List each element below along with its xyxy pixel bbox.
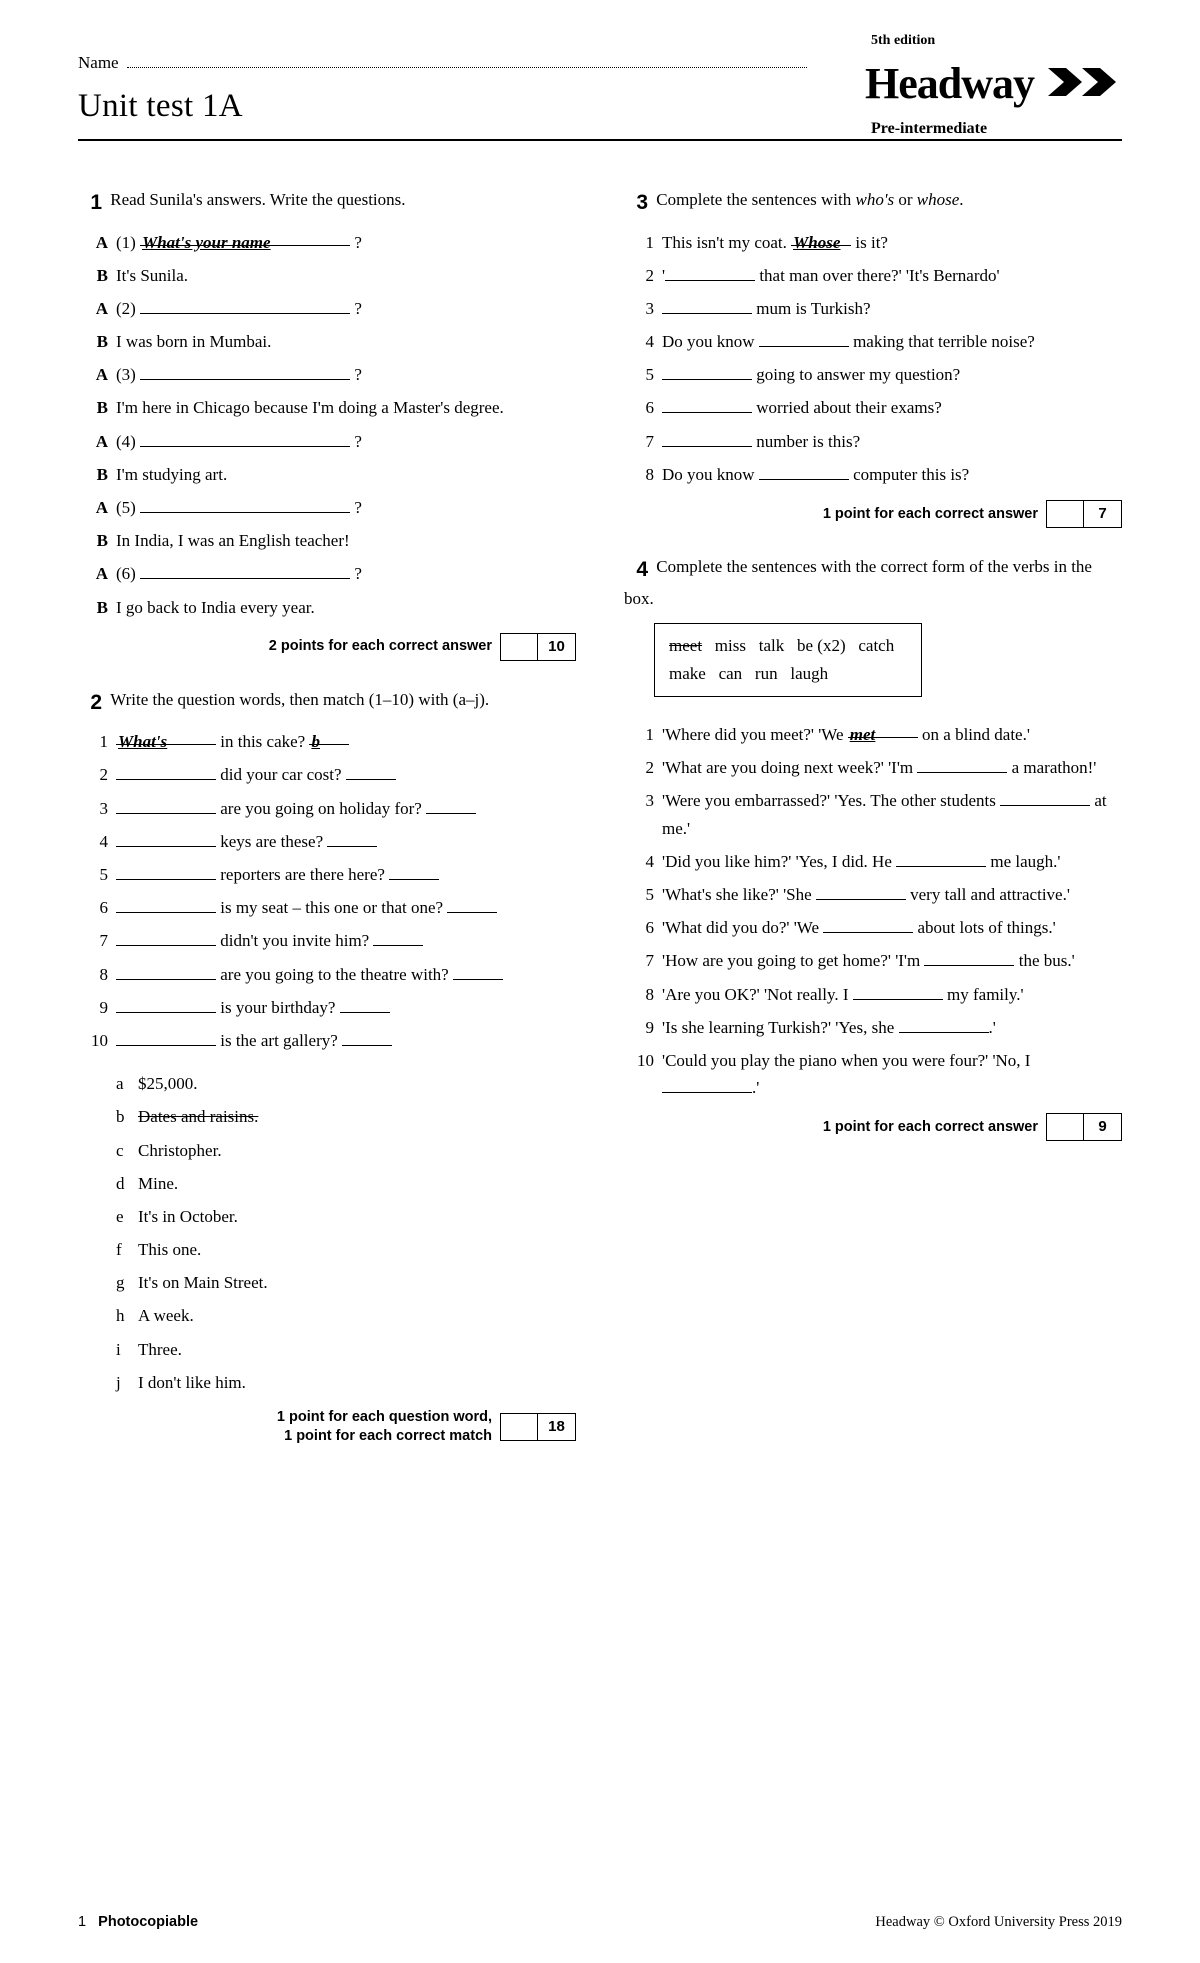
q1-intro: Read Sunila's answers. Write the questio… [110,190,405,209]
q3-item: 6 worried about their exams? [624,394,1122,421]
q1-items: A(1) What's your name ? BIt's Sunila. A(2)… [78,229,576,621]
q2-score-pts: 18 [538,1413,576,1441]
footer: 1 Photocopiable Headway © Oxford Univers… [78,1912,1122,1934]
q2-answer: fThis one. [110,1236,576,1263]
q2-item: 10 is the art gallery? [78,1027,576,1054]
q2-answer: hA week. [110,1302,576,1329]
content-columns: 1 Read Sunila's answers. Write the quest… [78,187,1122,1472]
q2-scorebar: 1 point for each question word,1 point f… [78,1408,576,1446]
q1-item: A(4) ? [78,428,576,455]
q4-item: 1'Where did you meet?' 'We met on a blin… [624,721,1122,748]
header: Name 5th edition Headway Pre-intermediat… [78,42,1122,131]
q4-item: 2'What are you doing next week?' 'I'm a … [624,754,1122,781]
q2-item: 6 is my seat – this one or that one? [78,894,576,921]
q1-item: BI'm studying art. [78,461,576,488]
q1-score-box [500,633,538,661]
q3-item: 3 mum is Turkish? [624,295,1122,322]
q1-item: BI was born in Mumbai. [78,328,576,355]
q3-intro: Complete the sentences with who's or who… [656,190,963,209]
q1-scorebar: 2 points for each correct answer 10 [78,633,576,661]
q2-score-box [500,1413,538,1441]
q1-item: A(6) ? [78,560,576,587]
right-column: 3 Complete the sentences with who's or w… [624,187,1122,1472]
q2-answers: a$25,000. bDates and raisins. cChristopher… [110,1070,576,1396]
q3-scorebar: 1 point for each correct answer 7 [624,500,1122,528]
q1-item: BI go back to India every year. [78,594,576,621]
q3-item: 7 number is this? [624,428,1122,455]
q4-item: 8'Are you OK?' 'Not really. I my family.… [624,981,1122,1008]
q1-item: BIt's Sunila. [78,262,576,289]
question-1: 1 Read Sunila's answers. Write the quest… [78,187,576,661]
q4-item: 10'Could you play the piano when you wer… [624,1047,1122,1101]
q1-item: A(5) ? [78,494,576,521]
q4-verb-box: meet miss talk be (x2) catch make can ru… [654,623,922,697]
q3-items: 1This isn't my coat. Whose is it? 2' that… [624,229,1122,489]
q4-scorebar: 1 point for each correct answer 9 [624,1113,1122,1141]
q3-item: 1This isn't my coat. Whose is it? [624,229,1122,256]
q2-item: 8 are you going to the theatre with? [78,961,576,988]
q4-items: 1'Where did you meet?' 'We met on a blin… [624,721,1122,1101]
q4-score-box [1046,1113,1084,1141]
q4-item: 4'Did you like him?' 'Yes, I did. He me … [624,848,1122,875]
q2-answer: bDates and raisins. [110,1103,576,1130]
q4-item: 3'Were you embarrassed?' 'Yes. The other… [624,787,1122,841]
q2-number: 2 [78,687,102,719]
q3-item: 5 going to answer my question? [624,361,1122,388]
q2-item: 9 is your birthday? [78,994,576,1021]
q4-score-pts: 9 [1084,1113,1122,1141]
q1-item: A(2) ? [78,295,576,322]
q3-item: 4Do you know making that terrible noise? [624,328,1122,355]
q2-item: 7 didn't you invite him? [78,927,576,954]
q4-score-label: 1 point for each correct answer [823,1118,1038,1137]
q2-intro: Write the question words, then match (1–… [110,690,489,709]
q3-score-label: 1 point for each correct answer [823,505,1038,524]
brand-block: 5th edition Headway Pre-intermediate [865,30,1122,141]
q4-item: 7'How are you going to get home?' 'I'm t… [624,947,1122,974]
q4-item: 5'What's she like?' 'She very tall and a… [624,881,1122,908]
q2-answer: dMine. [110,1170,576,1197]
q1-item: A(3) ? [78,361,576,388]
edition-text: 5th edition [871,30,1122,51]
name-label: Name [78,53,119,72]
q2-answer: eIt's in October. [110,1203,576,1230]
q1-item: BI'm here in Chicago because I'm doing a… [78,394,576,421]
question-4: 4 Complete the sentences with the correc… [624,554,1122,1141]
brand-logo: Headway [865,51,1122,121]
q1-number: 1 [78,187,102,219]
q4-item: 9'Is she learning Turkish?' 'Yes, she .' [624,1014,1122,1041]
q1-score-label: 2 points for each correct answer [269,637,492,656]
q3-item: 2' that man over there?' 'It's Bernardo' [624,262,1122,289]
q3-item: 8Do you know computer this is? [624,461,1122,488]
q2-answer: cChristopher. [110,1137,576,1164]
footer-left: 1 Photocopiable [78,1912,198,1934]
q2-answer: iThree. [110,1336,576,1363]
footer-right: Headway © Oxford University Press 2019 [875,1912,1122,1934]
q2-item: 4 keys are these? [78,828,576,855]
q1-score-pts: 10 [538,633,576,661]
q2-items: 1What's in this cake? b 2 did your car co… [78,728,576,1054]
q2-score-label: 1 point for each question word,1 point f… [277,1408,492,1446]
q2-item: 3 are you going on holiday for? [78,795,576,822]
q4-item: 6'What did you do?' 'We about lots of th… [624,914,1122,941]
q4-number: 4 [624,554,648,586]
q2-item: 2 did your car cost? [78,761,576,788]
q3-score-pts: 7 [1084,500,1122,528]
arrows-icon [1048,51,1122,117]
q2-item: 1What's in this cake? b [78,728,576,755]
name-dotted-line [127,53,807,68]
q2-answer: jI don't like him. [110,1369,576,1396]
q1-item: BIn India, I was an English teacher! [78,527,576,554]
q2-answer: gIt's on Main Street. [110,1269,576,1296]
question-2: 2 Write the question words, then match (… [78,687,576,1446]
q2-item: 5 reporters are there here? [78,861,576,888]
left-column: 1 Read Sunila's answers. Write the quest… [78,187,576,1472]
q4-intro: Complete the sentences with the correct … [624,557,1092,608]
q1-item: A(1) What's your name ? [78,229,576,256]
question-3: 3 Complete the sentences with who's or w… [624,187,1122,528]
q3-number: 3 [624,187,648,219]
q2-answer: a$25,000. [110,1070,576,1097]
q3-score-box [1046,500,1084,528]
